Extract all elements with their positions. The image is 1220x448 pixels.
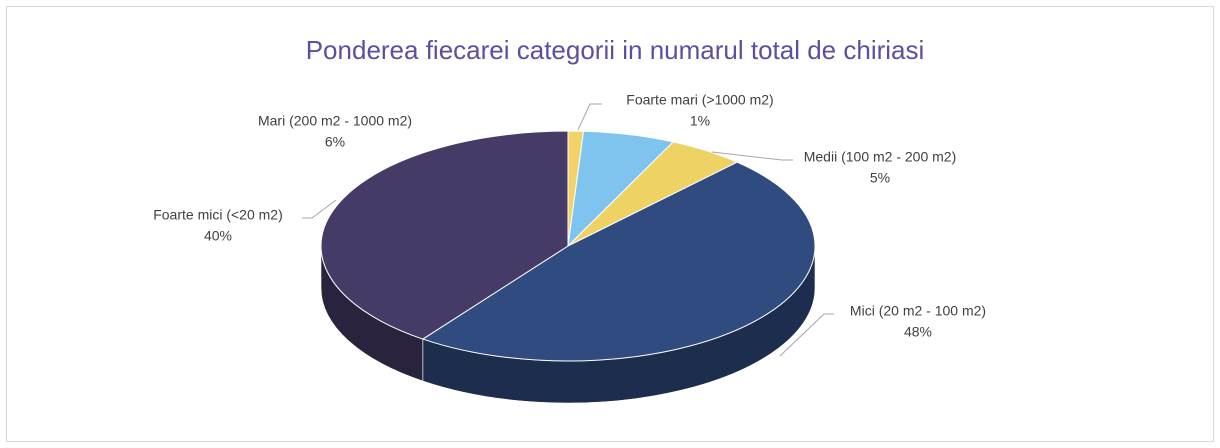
data-label-name: Foarte mari (>1000 m2)	[626, 92, 773, 108]
chart-title: Ponderea fiecarei categorii in numarul t…	[306, 35, 925, 65]
pie-slice	[421, 161, 816, 362]
data-label-value: 40%	[204, 228, 232, 244]
data-label-value: 1%	[690, 113, 710, 129]
leader-line	[711, 151, 793, 161]
data-label-name: Mari (200 m2 - 1000 m2)	[258, 113, 412, 129]
leader-line	[577, 103, 602, 131]
leader-line	[779, 313, 834, 357]
data-label-value: 48%	[904, 324, 932, 340]
leader-line	[302, 199, 337, 219]
data-label-value: 6%	[325, 134, 345, 150]
data-label-value: 5%	[870, 170, 890, 186]
data-label-name: Foarte mici (<20 m2)	[153, 207, 283, 223]
data-label-name: Medii (100 m2 - 200 m2)	[804, 149, 957, 165]
pie-slice	[320, 130, 569, 340]
data-label-name: Mici (20 m2 - 100 m2)	[850, 303, 986, 319]
